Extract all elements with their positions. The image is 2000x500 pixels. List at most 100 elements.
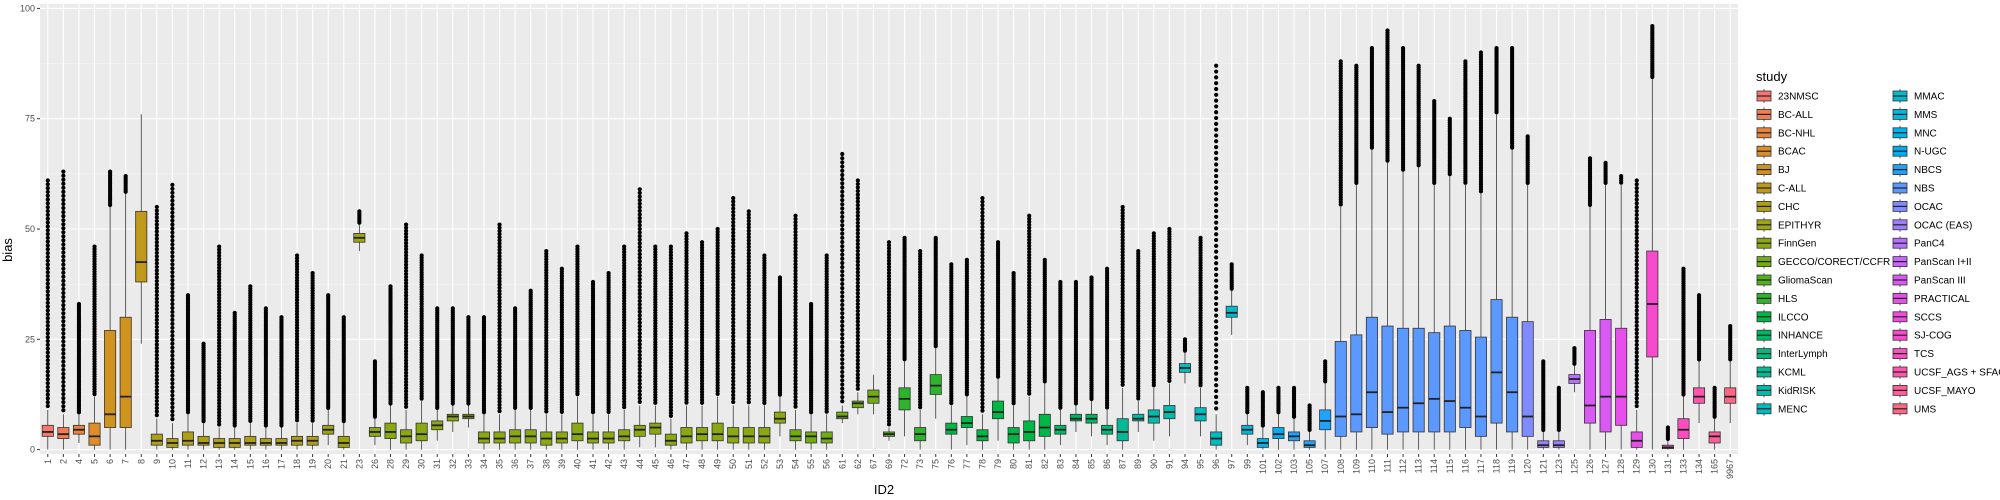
outlier-point [746, 209, 751, 214]
box-47 [680, 231, 693, 450]
outlier-point [497, 228, 502, 234]
outlier-point [403, 312, 409, 317]
outlier-point [217, 395, 222, 400]
outlier-point [170, 194, 175, 199]
outlier-point [61, 375, 66, 380]
outlier-point [170, 182, 175, 187]
box-45 [649, 244, 662, 448]
outlier-point [840, 172, 845, 178]
outlier-point [279, 315, 284, 320]
box-13 [213, 244, 226, 450]
outlier-point [840, 302, 845, 307]
outlier-point [403, 222, 409, 227]
outlier-point [61, 339, 66, 344]
outlier-point [980, 293, 985, 298]
outlier-point [840, 399, 845, 404]
outlier-point [980, 386, 985, 392]
outlier-point [61, 363, 66, 368]
outlier-point [980, 365, 985, 370]
outlier-point [45, 251, 50, 256]
outlier-point [403, 395, 409, 400]
outlier-point [637, 306, 642, 311]
outlier-point [1214, 139, 1219, 144]
box-18 [291, 253, 304, 450]
outlier-point [497, 260, 502, 265]
outlier-point [840, 323, 845, 328]
outlier-point [154, 377, 159, 382]
outlier-point [403, 293, 409, 298]
outlier-point [544, 248, 549, 254]
outlier-point [497, 288, 502, 294]
outlier-point [840, 227, 845, 232]
outlier-point [497, 238, 502, 243]
outlier-point [637, 295, 642, 300]
box-body [1350, 334, 1363, 433]
outlier-point [170, 222, 175, 227]
outlier-point [403, 379, 409, 385]
outlier-point [497, 301, 502, 306]
outlier-point [653, 244, 658, 249]
outlier-point [170, 329, 175, 334]
outlier-point [170, 361, 175, 366]
outlier-point [154, 275, 159, 280]
outlier-point [980, 296, 985, 302]
outlier-point [1151, 231, 1156, 236]
outlier-point [61, 290, 66, 296]
outlier-point [61, 327, 66, 332]
outlier-point [170, 234, 175, 239]
outlier-point [980, 221, 985, 226]
outlier-point [403, 308, 409, 314]
outlier-point [45, 304, 50, 309]
outlier-point [1214, 156, 1219, 161]
outlier-point [1354, 63, 1359, 68]
outlier-point [403, 330, 409, 335]
outlier-point [513, 306, 518, 311]
outlier-point [840, 290, 845, 295]
outlier-point [154, 363, 159, 368]
outlier-point [403, 253, 409, 258]
outlier-point [1214, 313, 1219, 318]
outlier-point [497, 222, 502, 227]
outlier-point [497, 355, 502, 360]
outlier-point [217, 365, 222, 370]
outlier-point [154, 303, 159, 308]
outlier-point [840, 177, 845, 182]
outlier-point [606, 271, 611, 276]
outlier-point [840, 151, 845, 157]
box-33 [462, 315, 475, 428]
outlier-point [497, 266, 502, 271]
outlier-point [637, 277, 642, 282]
outlier-point [793, 213, 798, 218]
outlier-point [840, 319, 845, 324]
outlier-point [403, 370, 409, 375]
outlier-point [170, 218, 175, 223]
outlier-point [497, 361, 502, 366]
outlier-point [840, 357, 845, 362]
outlier-point [497, 269, 502, 275]
outlier-point [1214, 110, 1219, 115]
box-14 [228, 310, 241, 450]
outlier-point [61, 298, 66, 304]
outlier-point [497, 336, 502, 341]
outlier-point [1276, 385, 1281, 390]
outlier-point [61, 294, 66, 300]
outlier-point [1214, 237, 1219, 243]
outlier-point [45, 319, 50, 325]
outlier-point [403, 259, 409, 264]
outlier-point [154, 413, 159, 418]
box-body [1334, 341, 1347, 437]
outlier-point [45, 220, 50, 225]
outlier-point [403, 352, 409, 357]
outlier-point [217, 304, 222, 310]
outlier-point [1214, 92, 1219, 97]
outlier-point [45, 300, 50, 305]
outlier-point [217, 341, 222, 346]
outlier-point [622, 244, 627, 249]
outlier-point [372, 359, 378, 364]
outlier-point [840, 181, 845, 186]
outlier-point [170, 293, 175, 299]
outlier-point [403, 244, 409, 249]
box-body [1023, 420, 1036, 442]
outlier-point [170, 270, 175, 275]
